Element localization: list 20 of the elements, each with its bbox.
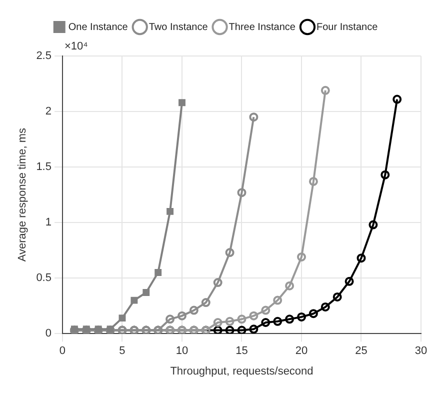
y-tick-label: 1 [45, 216, 52, 229]
y-tick-label: 2 [45, 106, 52, 118]
y-axis-title: Average response time, ms [16, 127, 29, 262]
x-tick-label: 25 [355, 345, 368, 358]
x-tick-label: 10 [176, 345, 188, 358]
x-tick-label: 5 [119, 345, 126, 358]
x-tick-label: 15 [236, 345, 248, 358]
x-axis-title: Throughput, requests/second [170, 365, 314, 378]
legend-label: Three Instance [228, 22, 296, 33]
y-tick-label: 0.5 [36, 272, 52, 284]
text: ×10⁴ [64, 40, 88, 53]
legend-label: One Instance [68, 22, 128, 33]
y-tick-label: 1.5 [36, 161, 52, 174]
legend-label: Four Instance [316, 22, 378, 33]
x-tick-label: 20 [295, 345, 308, 358]
y-tick-label: 0 [45, 328, 52, 340]
y-tick-label: 2.5 [36, 50, 52, 62]
x-tick-label: 30 [414, 345, 428, 358]
legend-label: Two Instance [148, 22, 208, 33]
x-tick-label: 0 [59, 345, 66, 358]
